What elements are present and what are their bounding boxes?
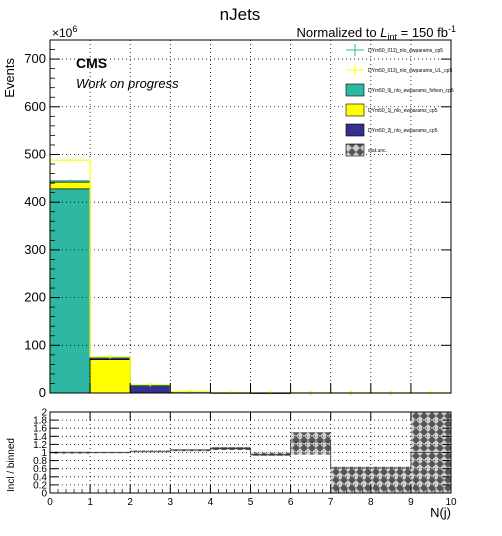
legend-swatch xyxy=(345,123,365,137)
x-tick-label: 3 xyxy=(168,497,174,508)
legend-entry: DYm50_0j_nlo_ewparams_fxfxon_cp5 xyxy=(345,83,454,97)
x-tick-label: 0 xyxy=(47,497,53,508)
x-tick-label: 8 xyxy=(368,497,374,508)
legend-label: DYm50_2j_nlo_ewparams_cp5 xyxy=(368,128,438,134)
normalization-label: Normalized to Lint = 150 fb-1 xyxy=(296,24,456,42)
y-tick-label: 100 xyxy=(24,337,46,352)
uncertainty-band xyxy=(370,466,411,493)
x-tick-label: 9 xyxy=(408,497,414,508)
ratio-y-tick-label: 0.4 xyxy=(33,472,47,483)
legend-label: stat.unc. xyxy=(368,148,387,154)
legend-entry: DYm50_2j_nlo_ewparams_cp5 xyxy=(345,123,438,137)
chart-title: nJets xyxy=(220,5,261,24)
ratio-y-tick-label: 1.6 xyxy=(33,424,47,435)
main-plot-pad: 0 100 200 300 400 500 600 700 xyxy=(24,39,452,400)
ratio-y-tick-label: 0.6 xyxy=(33,464,47,475)
x-tick-label: 4 xyxy=(208,497,214,508)
ratio-y-axis-label: Incl / binned xyxy=(6,438,17,492)
ratio-y-tick-label: 0.8 xyxy=(33,456,47,467)
legend: DYm50_012j_nlo_ewparams_cp5 DYm50_012j_nl… xyxy=(345,44,454,157)
ratio-y-tick-label: 0 xyxy=(41,489,47,500)
x-axis-label: N(j) xyxy=(430,505,451,520)
uncertainty-band xyxy=(250,452,291,456)
y-tick-label: 600 xyxy=(24,99,46,114)
x-tick-label: 7 xyxy=(328,497,334,508)
uncertainty-band xyxy=(290,432,331,455)
legend-label: DYm50_012j_nlo_ewparams_UL_cp5 xyxy=(368,68,452,74)
uncertainty-band xyxy=(330,466,371,493)
y-tick-label: 500 xyxy=(24,146,46,161)
ratio-y-tick-label: 1.8 xyxy=(33,416,47,427)
legend-entry: DYm50_1j_nlo_ewparams_cp5 xyxy=(345,103,438,117)
legend-swatch xyxy=(345,83,365,97)
legend-swatch xyxy=(345,103,365,117)
ratio-y-tick-label: 1.2 xyxy=(33,440,47,451)
legend-swatch xyxy=(345,143,365,157)
y-axis-exponent: ×106 xyxy=(52,24,77,40)
y-tick-label: 700 xyxy=(24,51,46,66)
y-tick-label: 300 xyxy=(24,242,46,257)
ratio-y-tick-label: 1.4 xyxy=(33,432,47,443)
ratio-plot-pad: 00.20.40.60.811.21.41.61.820 1 2 3 4 5 6 7 8 9 10 xyxy=(33,408,457,509)
legend-entry: DYm50_012j_nlo_ewparams_UL_cp5 xyxy=(346,64,452,76)
stack-bar xyxy=(49,188,91,394)
x-tick-label: 1 xyxy=(87,497,93,508)
cms-sub-label: Work on progress xyxy=(76,76,179,91)
ratio-y-tick-label: 2 xyxy=(41,408,47,419)
x-tick-label: 10 xyxy=(445,497,457,508)
cms-label: CMS xyxy=(76,55,107,71)
ratio-y-tick-label: 0.2 xyxy=(33,480,47,491)
y-tick-label: 400 xyxy=(24,194,46,209)
y-tick-label: 0 xyxy=(39,385,46,400)
x-tick-label: 5 xyxy=(248,497,254,508)
legend-label: DYm50_0j_nlo_ewparams_fxfxon_cp5 xyxy=(368,88,454,94)
legend-entry: DYm50_012j_nlo_ewparams_cp5 xyxy=(346,44,443,56)
y-tick-label: 200 xyxy=(24,290,46,305)
x-tick-label: 2 xyxy=(127,497,133,508)
stack-bar xyxy=(89,359,131,394)
legend-label: DYm50_1j_nlo_ewparams_cp5 xyxy=(368,108,438,114)
ratio-line xyxy=(50,441,451,469)
ratio-y-tick-label: 1 xyxy=(41,448,47,459)
x-tick-label: 6 xyxy=(288,497,294,508)
legend-entry: stat.unc. xyxy=(345,143,387,157)
y-axis-label: Events xyxy=(2,58,17,98)
legend-label: DYm50_012j_nlo_ewparams_cp5 xyxy=(368,48,443,54)
